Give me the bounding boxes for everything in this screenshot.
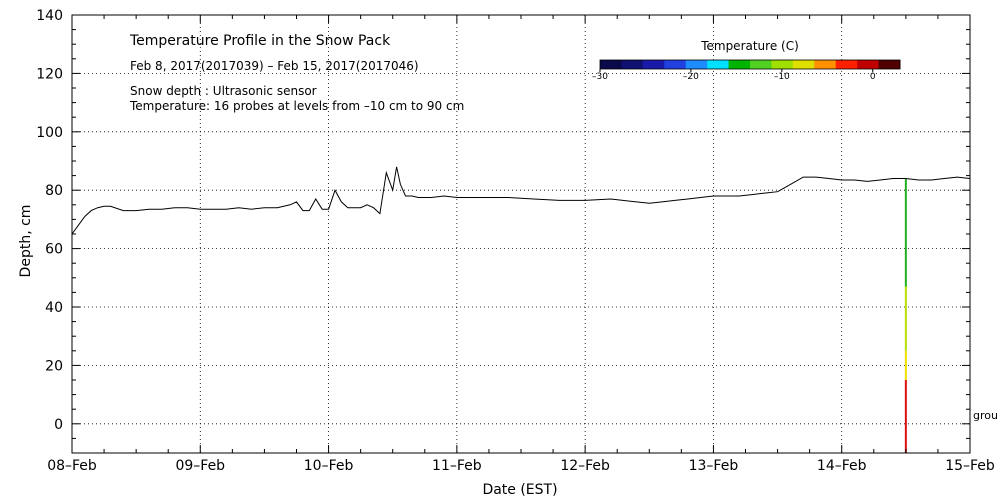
colorbar-tick-label: 0 [870, 72, 876, 82]
annotation-ground: grou [973, 409, 998, 422]
y-tick-label: 40 [45, 300, 63, 316]
note-temperature: Temperature: 16 probes at levels from –1… [129, 99, 464, 113]
x-tick-label: 12–Feb [560, 458, 610, 474]
colorbar-swatch [857, 60, 880, 69]
colorbar-swatch [878, 60, 901, 69]
x-tick-label: 08–Feb [47, 458, 97, 474]
colorbar-swatch [685, 60, 708, 69]
chart-title: Temperature Profile in the Snow Pack [129, 33, 391, 49]
x-tick-label: 13–Feb [689, 458, 739, 474]
colorbar-swatch [642, 60, 665, 69]
x-tick-label: 14–Feb [817, 458, 867, 474]
colorbar-swatch [835, 60, 858, 69]
y-tick-label: 60 [45, 242, 63, 258]
y-tick-label: 80 [45, 183, 63, 199]
colorbar-swatch [728, 60, 751, 69]
y-tick-label: 20 [45, 358, 63, 374]
series-group [71, 166, 971, 235]
y-tick-label: 0 [54, 417, 63, 433]
colorbar-frame [599, 59, 901, 70]
colorbar-swatch [621, 60, 644, 69]
y-tick-label: 140 [36, 8, 63, 24]
grid [72, 15, 970, 453]
x-tick-label: 15–Feb [945, 458, 995, 474]
colorbar-title: Temperature (C) [700, 39, 799, 53]
colorbar-swatch [750, 60, 772, 69]
colorbar-tick-label: –10 [774, 72, 790, 82]
colorbar-tick-label: –20 [683, 72, 699, 82]
colorbar-swatch [792, 60, 815, 69]
chart-subtitle: Feb 8, 2017(2017039) – Feb 15, 2017(2017… [130, 59, 419, 73]
y-axis-label: Depth, cm [18, 205, 34, 278]
y-tick-label: 100 [36, 125, 63, 141]
colorbar-swatch [707, 60, 730, 69]
colorbar-swatch [771, 60, 794, 69]
ticks: 08–Feb 09–Feb 10–Feb 11–Feb 12–Feb 13–Feb 14–F… [36, 8, 995, 474]
colorbar-swatch [600, 60, 622, 69]
x-tick-label: 09–Feb [175, 458, 225, 474]
y-tick-label: 120 [36, 66, 63, 82]
x-axis-label: Date (EST) [482, 482, 557, 498]
note-snow-depth: Snow depth : Ultrasonic sensor [130, 84, 317, 98]
colorbar-swatch [814, 60, 837, 69]
plot-frame [71, 14, 971, 454]
x-tick-label: 11–Feb [432, 458, 482, 474]
series-line-snow-depth [71, 166, 971, 235]
colorbar-tick-label: –30 [592, 72, 608, 82]
colorbar-swatch [664, 60, 687, 69]
x-tick-label: 10–Feb [304, 458, 354, 474]
colorbar: –30 –20 –10 0 [592, 59, 901, 82]
